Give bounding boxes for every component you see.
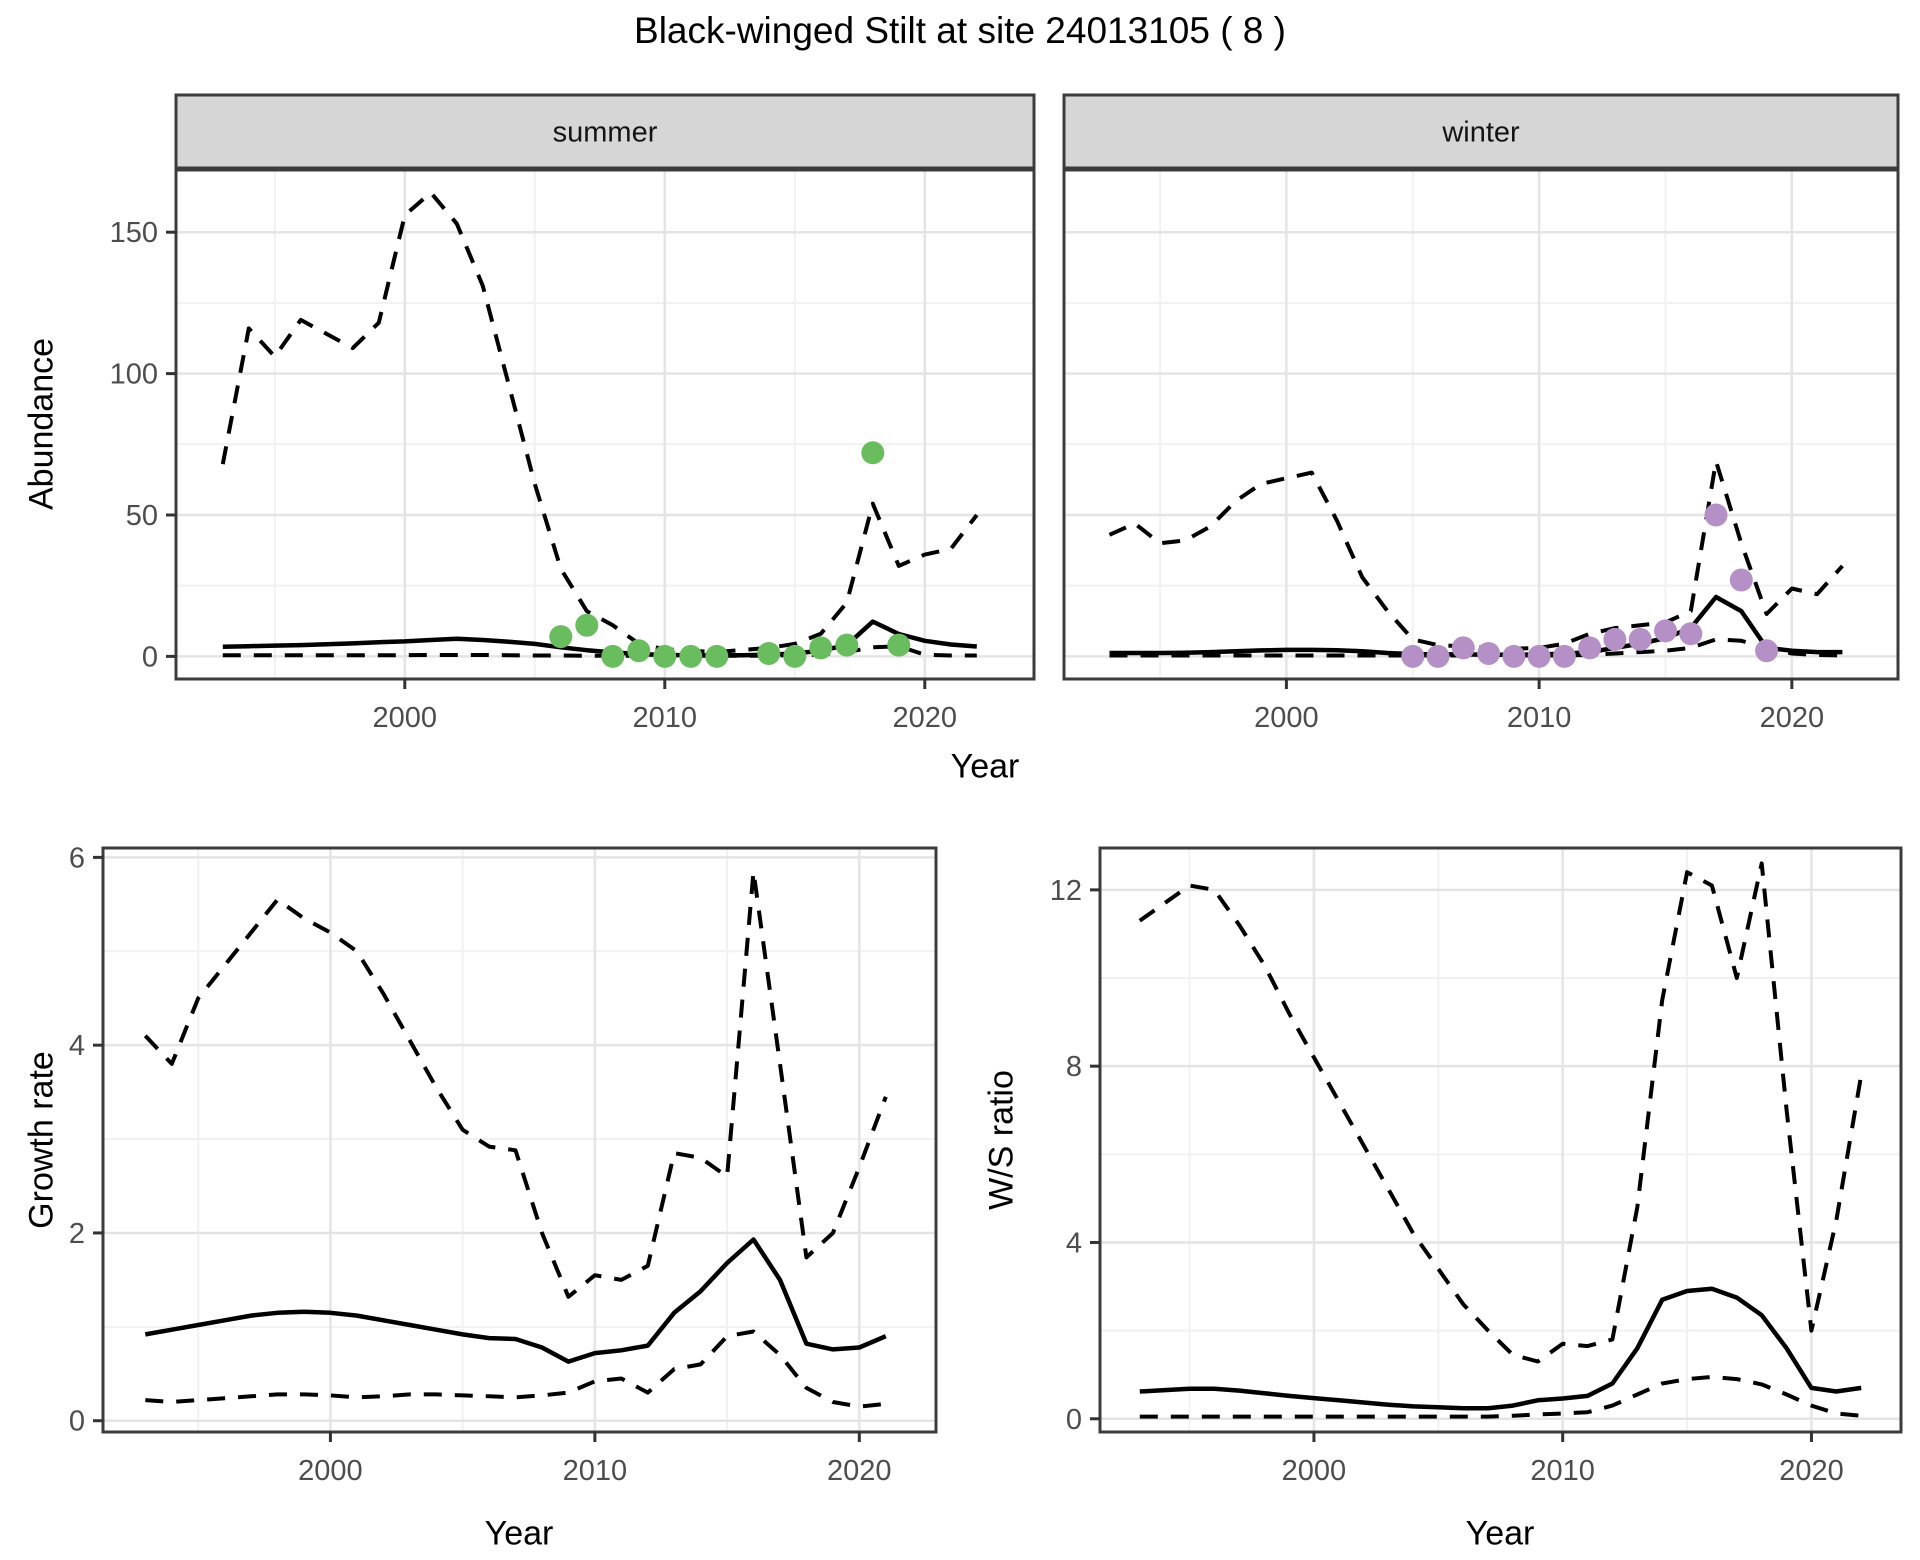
series-line-upper_ci <box>220 190 979 655</box>
observed-point-observed_counts_winter <box>1628 627 1652 651</box>
panel-abundance_winter: 2000 2010 2020 <box>1062 168 1900 734</box>
observed-point-observed_counts_summer <box>575 613 599 637</box>
y-tick-label: 2 <box>69 1218 85 1250</box>
y-tick-label: 4 <box>1066 1227 1082 1259</box>
observed-point-observed_counts_winter <box>1451 636 1475 660</box>
observed-point-observed_counts_summer <box>887 633 911 657</box>
y-tick-label: 100 <box>110 359 158 391</box>
panel-growth_rate: 2000 2010 2020 0 2 4 6 <box>69 842 938 1487</box>
x-tick-label: 2020 <box>1760 702 1825 734</box>
y-tick-label: 0 <box>142 641 158 673</box>
y-tick-label: 50 <box>126 500 158 532</box>
series-line-upper_ci <box>1108 459 1844 651</box>
x-tick-label: 2010 <box>563 1455 628 1487</box>
observed-point-observed_counts_winter <box>1426 644 1450 668</box>
series-line-median <box>1109 594 1843 657</box>
observed-point-observed_counts_summer <box>627 639 651 663</box>
y-axis-title-growth-rate: Growth rate <box>22 1051 61 1229</box>
observed-point-observed_counts_winter <box>1755 639 1779 663</box>
x-tick-label: 2020 <box>1779 1455 1844 1487</box>
y-axis-title-abundance: Abundance <box>22 337 61 511</box>
panel-background <box>1064 170 1898 679</box>
observed-point-observed_counts_summer <box>549 625 573 649</box>
x-axis-title-year-bottom-left: Year <box>484 1514 554 1553</box>
observed-point-observed_counts_winter <box>1603 627 1627 651</box>
observed-point-observed_counts_summer <box>809 636 833 660</box>
y-tick-label: 6 <box>69 842 85 874</box>
observed-point-observed_counts_winter <box>1502 644 1526 668</box>
panel-border <box>174 168 1036 681</box>
panel-abundance_summer: 2000 2010 2020 0 50 100 150 <box>110 168 1036 734</box>
series-line-upper_ci <box>1138 861 1864 1364</box>
y-tick-label: 4 <box>69 1030 85 1062</box>
observed-point-observed_counts_summer <box>653 644 677 668</box>
x-axis-title-year-bottom-right: Year <box>1465 1514 1535 1553</box>
series-line-median <box>144 1237 887 1364</box>
y-tick-label: 0 <box>69 1406 85 1438</box>
observed-point-observed_counts_winter <box>1654 619 1677 643</box>
observed-point-observed_counts_summer <box>757 642 781 665</box>
observed-point-observed_counts_summer <box>679 644 703 668</box>
facet-strip-label-summer: summer <box>552 116 658 149</box>
y-tick-label: 0 <box>1066 1404 1082 1436</box>
panel-border <box>101 846 938 1434</box>
observed-point-observed_counts_winter <box>1578 636 1602 660</box>
observed-point-observed_counts_summer <box>861 441 885 465</box>
observed-point-observed_counts_winter <box>1704 503 1728 527</box>
observed-point-observed_counts_winter <box>1729 568 1753 592</box>
facet-strip-winter <box>1062 93 1900 170</box>
panel-background <box>176 170 1034 679</box>
y-tick-label: 12 <box>1050 875 1082 907</box>
chart-title: Black-winged Stilt at site 24013105 ( 8 … <box>634 10 1286 51</box>
panel-border <box>1062 168 1900 681</box>
series-line-median <box>1139 1286 1862 1411</box>
panel-background <box>1100 848 1901 1432</box>
x-tick-label: 2000 <box>298 1455 363 1487</box>
x-tick-label: 2020 <box>893 702 958 734</box>
x-tick-label: 2010 <box>1507 702 1572 734</box>
observed-point-observed_counts_summer <box>835 633 859 657</box>
x-tick-label: 2010 <box>1530 1455 1595 1487</box>
y-axis-title-ws-ratio: W/S ratio <box>982 1070 1021 1210</box>
x-axis-title-year-top: Year <box>950 747 1020 786</box>
observed-point-observed_counts_winter <box>1527 644 1551 668</box>
series-line-upper_ci <box>143 869 888 1299</box>
x-tick-label: 2020 <box>827 1455 892 1487</box>
x-tick-label: 2000 <box>1282 1455 1347 1487</box>
x-tick-label: 2000 <box>1254 702 1319 734</box>
observed-point-observed_counts_winter <box>1401 644 1425 668</box>
x-tick-label: 2010 <box>633 702 698 734</box>
observed-point-observed_counts_winter <box>1477 642 1501 665</box>
x-tick-label: 2000 <box>373 702 438 734</box>
facet-strip-summer <box>174 93 1036 170</box>
y-tick-label: 150 <box>110 217 158 249</box>
observed-point-observed_counts_winter <box>1552 644 1576 668</box>
facet-strip-label-winter: winter <box>1442 116 1520 149</box>
panel-ws_ratio: 2000 2010 2020 0 4 8 12 <box>1050 846 1903 1487</box>
y-tick-label: 8 <box>1066 1051 1082 1083</box>
observed-point-observed_counts_winter <box>1679 622 1703 646</box>
observed-point-observed_counts_summer <box>705 644 729 668</box>
observed-point-observed_counts_summer <box>783 644 807 668</box>
observed-point-observed_counts_summer <box>601 644 625 668</box>
panel-border <box>1098 846 1903 1434</box>
